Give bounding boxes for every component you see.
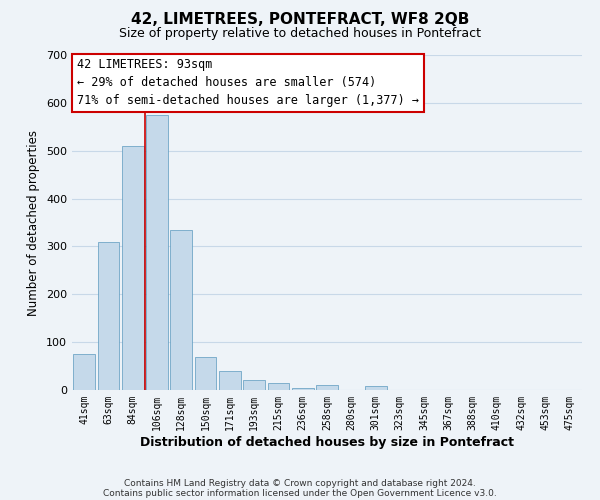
- Bar: [268, 383, 289, 390]
- Bar: [316, 385, 338, 390]
- Bar: [97, 242, 119, 390]
- Bar: [292, 388, 314, 390]
- Bar: [219, 371, 241, 390]
- Bar: [365, 386, 386, 390]
- Bar: [73, 354, 95, 390]
- Bar: [194, 356, 217, 390]
- Text: Size of property relative to detached houses in Pontefract: Size of property relative to detached ho…: [119, 28, 481, 40]
- Bar: [146, 115, 168, 390]
- Bar: [122, 146, 143, 390]
- Bar: [170, 230, 192, 390]
- Text: 42, LIMETREES, PONTEFRACT, WF8 2QB: 42, LIMETREES, PONTEFRACT, WF8 2QB: [131, 12, 469, 28]
- Text: Contains public sector information licensed under the Open Government Licence v3: Contains public sector information licen…: [103, 488, 497, 498]
- X-axis label: Distribution of detached houses by size in Pontefract: Distribution of detached houses by size …: [140, 436, 514, 448]
- Text: 42 LIMETREES: 93sqm
← 29% of detached houses are smaller (574)
71% of semi-detac: 42 LIMETREES: 93sqm ← 29% of detached ho…: [77, 58, 419, 108]
- Text: Contains HM Land Registry data © Crown copyright and database right 2024.: Contains HM Land Registry data © Crown c…: [124, 478, 476, 488]
- Y-axis label: Number of detached properties: Number of detached properties: [28, 130, 40, 316]
- Bar: [243, 380, 265, 390]
